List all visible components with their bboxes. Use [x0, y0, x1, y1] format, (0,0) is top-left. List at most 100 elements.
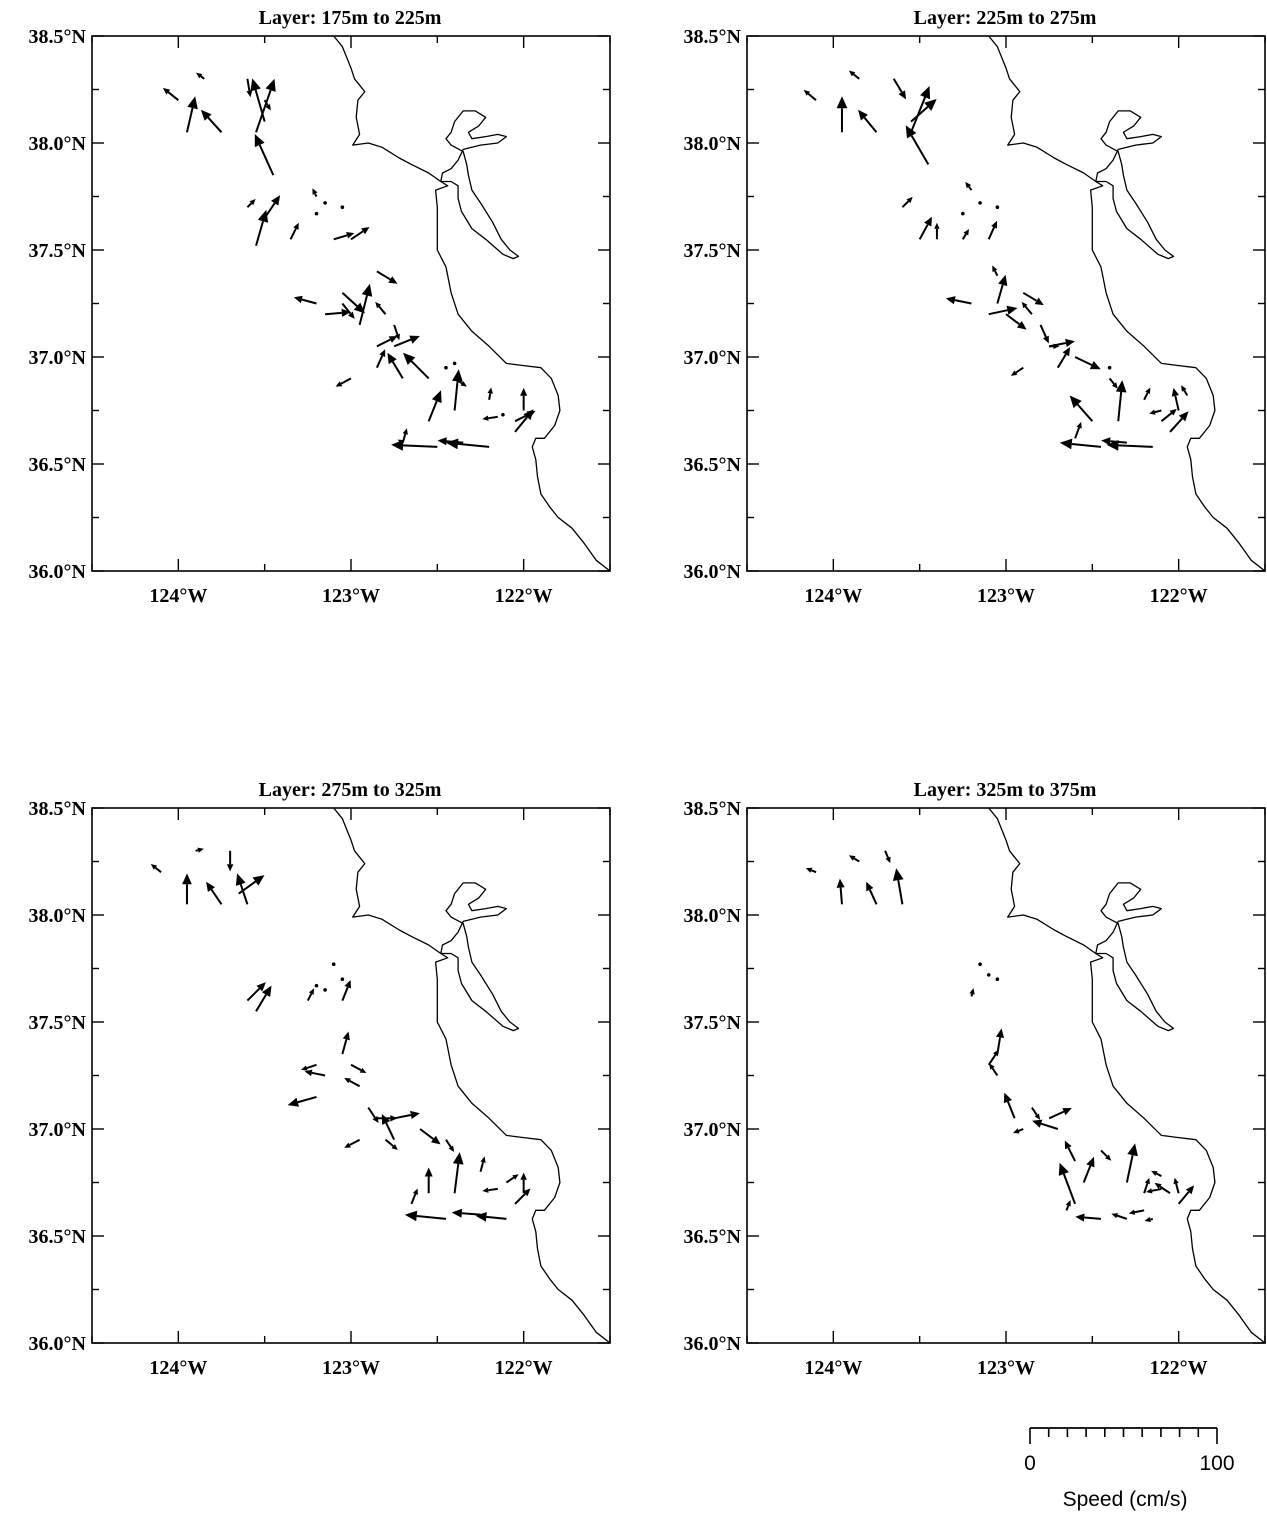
- panel-title: Layer: 275m to 325m: [259, 779, 442, 801]
- current-vector: [989, 1055, 996, 1065]
- current-vector-head: [345, 980, 352, 989]
- current-vector: [312, 1073, 325, 1076]
- current-vector: [1008, 1102, 1015, 1119]
- current-vector: [920, 225, 928, 240]
- scale-max-label: 100: [1199, 1452, 1234, 1475]
- current-vector: [334, 235, 347, 239]
- current-vector-head: [482, 1188, 488, 1193]
- current-vector: [247, 989, 259, 1001]
- station-dot: [961, 212, 965, 216]
- lon-tick-label: 124°W: [149, 585, 207, 607]
- lat-tick-label: 38.0°N: [684, 133, 742, 155]
- lon-tick-label: 123°W: [322, 585, 380, 607]
- current-vector: [1058, 354, 1066, 367]
- current-vector: [1150, 1219, 1152, 1220]
- current-vector: [1161, 413, 1171, 421]
- bay-outline: [441, 883, 519, 1031]
- current-vector-head: [1060, 439, 1073, 450]
- lon-tick-label: 122°W: [1150, 585, 1208, 607]
- lat-tick-label: 38.5°N: [684, 26, 742, 48]
- current-vector-head: [1129, 1210, 1135, 1215]
- coastline-path: [989, 36, 1265, 571]
- current-vector: [291, 229, 296, 240]
- current-vector-head: [182, 873, 192, 884]
- current-vectors: [151, 848, 531, 1222]
- current-vector-head: [520, 1173, 527, 1180]
- current-vector: [187, 108, 193, 132]
- current-vector: [1006, 314, 1019, 324]
- current-vector: [489, 393, 490, 399]
- current-vector: [1075, 357, 1092, 365]
- current-vector: [379, 306, 385, 314]
- current-vector-head: [403, 428, 408, 435]
- current-vector: [854, 74, 860, 78]
- current-vector-head: [1007, 306, 1018, 315]
- current-vector-head: [1116, 380, 1127, 392]
- current-vector: [1117, 1216, 1127, 1219]
- current-vector: [417, 1216, 446, 1219]
- bay-outline: [1096, 883, 1174, 1031]
- current-vector-head: [934, 223, 939, 229]
- current-vector-head: [452, 369, 463, 381]
- coastline-path: [334, 36, 610, 571]
- current-vector-head: [438, 437, 447, 445]
- current-vector: [1175, 396, 1178, 411]
- lon-tick-label: 124°W: [804, 1357, 862, 1379]
- current-vector: [506, 1178, 513, 1183]
- current-vector-head: [1149, 410, 1155, 415]
- current-vector: [1179, 1192, 1189, 1204]
- current-vector-head: [227, 864, 234, 871]
- current-vector: [486, 1217, 506, 1219]
- current-vector-head: [271, 195, 280, 205]
- current-vector: [1156, 1174, 1161, 1176]
- current-vector: [315, 194, 316, 197]
- map-frame: [747, 808, 1265, 1343]
- current-vector: [377, 340, 390, 347]
- station-dot: [978, 201, 982, 205]
- lat-tick-label: 36.0°N: [29, 1333, 87, 1355]
- current-vector: [247, 79, 249, 91]
- current-vector: [864, 118, 876, 133]
- current-vector: [429, 401, 437, 421]
- current-vector-head: [452, 1209, 462, 1218]
- current-vector: [247, 203, 251, 207]
- current-vector: [969, 187, 972, 190]
- current-vector-head: [206, 882, 215, 892]
- current-vector: [455, 381, 458, 410]
- current-vector: [351, 231, 363, 239]
- current-vector: [911, 97, 925, 132]
- coastline: [989, 36, 1265, 571]
- current-vector-head: [1065, 339, 1075, 347]
- current-vector: [386, 1140, 394, 1146]
- current-vector: [955, 300, 972, 303]
- station-dot: [315, 984, 319, 988]
- current-vector: [1118, 445, 1152, 447]
- current-vector: [894, 79, 902, 92]
- lat-tick-label: 38.5°N: [29, 26, 87, 48]
- coastline: [334, 36, 610, 571]
- current-vector: [455, 1164, 459, 1193]
- lat-tick-label: 36.5°N: [684, 1226, 742, 1248]
- map-svg: Layer: 275m to 325m 36.0°N36.5°N37.0°N37…: [0, 772, 620, 1392]
- current-vector: [488, 417, 497, 418]
- speed-scale-bar: 0 100 Speed (cm/s): [1010, 1418, 1250, 1513]
- current-vector: [1176, 1184, 1179, 1194]
- current-vector: [307, 1065, 317, 1068]
- current-vector-head: [1145, 1178, 1150, 1185]
- current-vector: [1016, 368, 1023, 373]
- current-vector: [350, 1140, 360, 1145]
- current-vector-head: [482, 416, 488, 421]
- current-vector: [394, 1115, 411, 1118]
- current-vector: [1068, 1148, 1075, 1161]
- current-vector-head: [1111, 1213, 1118, 1218]
- scale-bar-svg: 0 100 Speed (cm/s): [1010, 1418, 1250, 1513]
- current-vector-head: [362, 284, 372, 297]
- current-vector-head: [258, 210, 268, 223]
- scale-min-label: 0: [1024, 1452, 1036, 1475]
- current-vector: [256, 90, 265, 122]
- current-vector: [1135, 1210, 1145, 1212]
- current-vector-head: [446, 439, 459, 450]
- current-vector: [351, 1065, 361, 1070]
- lat-tick-label: 36.5°N: [29, 1226, 87, 1248]
- station-dot: [1108, 366, 1112, 370]
